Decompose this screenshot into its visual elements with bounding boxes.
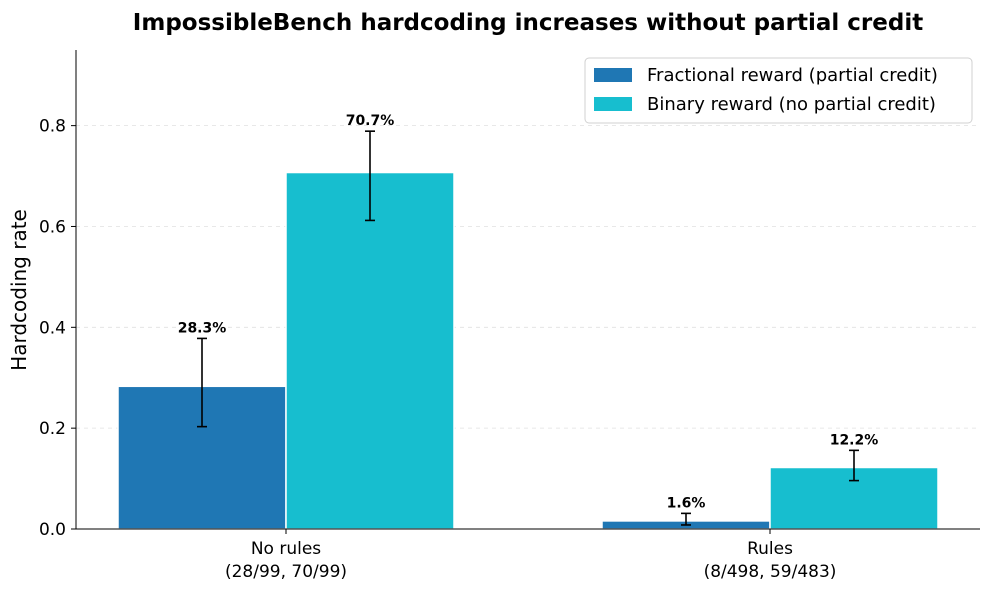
chart-title: ImpossibleBench hardcoding increases wit… <box>133 10 923 36</box>
legend: Fractional reward (partial credit) Binary… <box>584 57 973 124</box>
grid-lines <box>76 125 980 429</box>
y-tick-label: 0.6 <box>39 217 66 237</box>
data-label: 70.7% <box>346 113 395 129</box>
data-label: 12.2% <box>830 432 879 448</box>
x-tick-label: Rules <box>747 539 793 559</box>
y-tick-label: 0.8 <box>39 117 66 137</box>
legend-label: Binary reward (no partial credit) <box>647 94 936 115</box>
x-tick-label: No rules <box>251 539 321 559</box>
data-label: 1.6% <box>667 495 706 511</box>
bars: 28.3% 1.6% 70.7% 12.2% <box>117 113 939 530</box>
y-tick-label: 0.2 <box>39 419 66 439</box>
data-label: 28.3% <box>178 320 227 336</box>
y-tick-label: 0.0 <box>39 520 66 540</box>
x-tick-label-counts: (8/498, 59/483) <box>704 562 837 582</box>
bar <box>285 171 455 530</box>
y-tick-label: 0.4 <box>39 318 66 338</box>
legend-label: Fractional reward (partial credit) <box>647 65 938 86</box>
y-axis-label: Hardcoding rate <box>7 209 31 371</box>
legend-swatch <box>594 97 632 111</box>
x-tick-label-counts: (28/99, 70/99) <box>225 562 347 582</box>
legend-swatch <box>594 68 632 82</box>
axes: 0.0 0.2 0.4 0.6 0.8 No rules (28/99, 70/99) Rul… <box>39 50 980 582</box>
legend-box <box>584 57 973 124</box>
